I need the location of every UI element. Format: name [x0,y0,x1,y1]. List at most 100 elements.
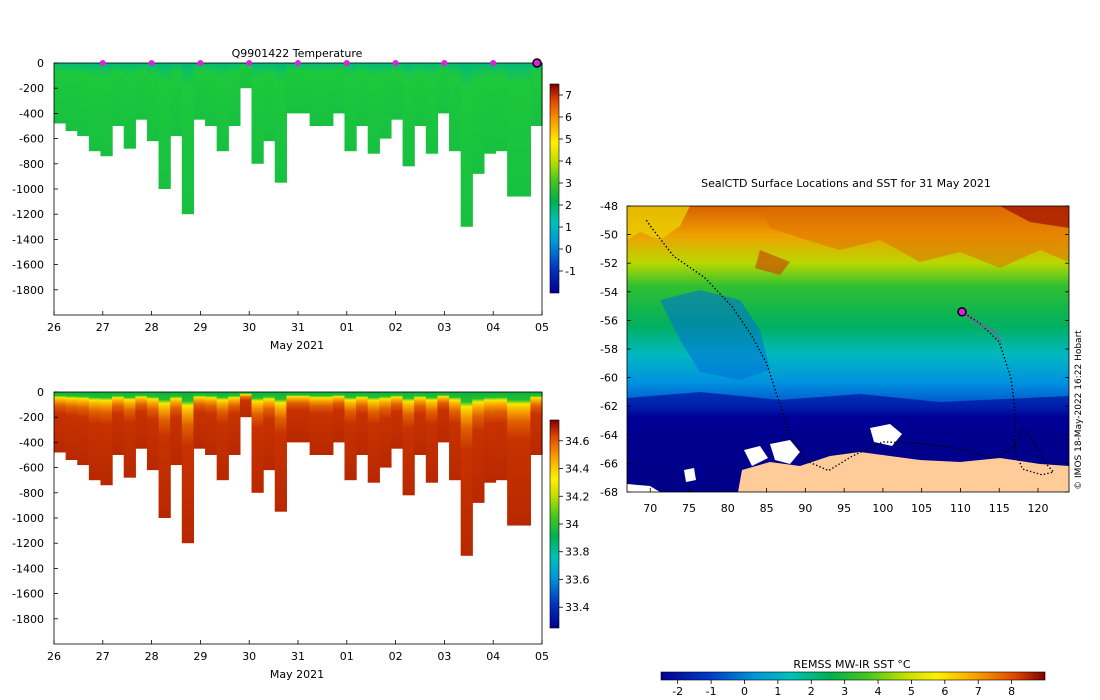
ice-patch-4 [684,468,696,482]
sst-field [627,206,1069,492]
salinity-profile-bar [425,392,439,483]
temperature-profile-bar [390,63,404,120]
salinity-profile-bar [390,392,404,449]
salinity-x-tick-label: 28 [145,650,159,663]
sst-colorbar-tick-label: 5 [908,685,915,698]
sst-patch-warm [755,250,790,275]
seal-track [645,219,1055,476]
temperature-x-axis: 26 27 28 29 30 31 01 02 03 04 05 [47,311,549,334]
temperature-x-label: May 2021 [270,339,324,352]
temperature-profile-bar [205,63,218,126]
temperature-x-tick-label: 30 [242,321,256,334]
temperature-profile-bar [402,63,415,167]
sst-colorbar-tick-label: -2 [672,685,683,698]
temperature-profile-bar [437,63,450,114]
salinity-colorbar-tick-label: 34.6 [565,435,590,448]
salinity-profile-bar [507,392,520,526]
salinity-y-tick-label: 0 [37,386,44,399]
temperature-colorbar [549,83,560,294]
salinity-x-tick-label: 03 [437,650,451,663]
sst-patch-hot [1000,206,1069,228]
map-lon-tick-label: 95 [837,502,851,515]
temperature-y-tick-label: -1000 [12,183,44,196]
salinity-y-tick-label: -1800 [12,613,44,626]
temperature-profile-bar [298,63,311,114]
salinity-profile-bar [216,392,229,481]
temperature-x-tick-label: 27 [96,321,110,334]
temperature-profile-bar [228,63,241,126]
salinity-x-tick-label: 30 [242,650,256,663]
temperature-profile-bar [356,63,369,126]
temperature-colorbar-ticks: 7 6 5 4 3 2 1 0 -1 [559,89,576,278]
sst-colorbar-ticks: -2 -1 0 1 2 3 4 5 6 7 8 [672,680,1015,698]
temperature-x-tick-label: 04 [486,321,500,334]
sst-colorbar-tick-label: -1 [706,685,717,698]
sst-colorbar-tick-label: 0 [741,685,748,698]
temperature-profile-bar [518,63,531,197]
map-lat-tick-label: -62 [600,400,618,413]
surfacing-marker [392,60,399,66]
temperature-colorbar-tick-label: 5 [565,133,572,146]
temperature-colorbar-tick-label: -1 [565,265,576,278]
temperature-colorbar-tick-label: 4 [565,155,572,168]
salinity-profile-bar [228,392,241,455]
salinity-profile-bar [146,392,160,471]
salinity-profile-bar [449,392,462,481]
salinity-y-tick-label: -600 [19,462,44,475]
temperature-profile-bar [181,63,195,215]
salinity-colorbar-tick-label: 34 [565,518,579,531]
salinity-profile-bar [123,392,136,478]
temperature-y-tick-label: -1600 [12,259,44,272]
temperature-x-tick-label: 28 [145,321,159,334]
salinity-x-tick-label: 04 [486,650,500,663]
salinity-y-tick-label: -1400 [12,562,44,575]
map-title: SealCTD Surface Locations and SST for 31… [701,177,991,190]
map-latitude-axis: -48 -50 -52 -54 -56 -58 -60 -62 -64 -66 -68 [600,200,1069,499]
temperature-profile-bar [460,63,473,227]
latest-surfacing-marker [532,58,542,68]
temperature-profile-bar [495,63,508,152]
temperature-y-tick-label: -1800 [12,284,44,297]
salinity-profile-bar [65,392,78,461]
temperature-profile-bar [344,63,357,152]
temperature-profile-bar [54,63,67,124]
temperature-profile-bar [193,63,206,120]
map-lon-tick-label: 70 [643,502,657,515]
salinity-profile-bar [274,392,287,512]
salinity-profile-bar [88,392,102,481]
salinity-section-panel: 0 -200 -400 -600 -800 -1000 -1200 -1400 -1600 -18… [12,386,589,681]
temperature-profile-bar [332,63,346,114]
salinity-x-tick-label: 01 [340,650,354,663]
salinity-profile-bar [332,392,346,443]
temperature-y-tick-label: 0 [37,57,44,70]
salinity-profiles [54,392,543,556]
temperature-profile-bar [65,63,78,132]
map-lat-tick-label: -58 [600,343,618,356]
salinity-profile-bar [495,392,508,481]
map-longitude-axis: 70 75 80 85 90 95 100 105 110 115 120 [643,488,1048,515]
map-lon-tick-label: 85 [760,502,774,515]
temperature-colorbar-tick-label: 7 [565,89,572,102]
salinity-profile-bar [379,392,392,468]
temperature-profile-bar [483,63,497,154]
temperature-colorbar-tick-label: 6 [565,111,572,124]
temperature-profile-bar [274,63,287,183]
temperature-colorbar-tick-label: 1 [565,221,572,234]
salinity-y-tick-label: -200 [19,411,44,424]
salinity-profile-bar [263,392,276,471]
temperature-profile-bar [507,63,520,197]
salinity-y-tick-label: -400 [19,436,44,449]
salinity-profile-bar [472,392,485,503]
map-lon-tick-label: 120 [1027,502,1048,515]
sst-colorbar-tick-label: 7 [975,685,982,698]
sst-colorbar-tick-label: 6 [941,685,948,698]
salinity-profile-bar [170,392,183,466]
map-lat-tick-label: -66 [600,457,618,470]
temperature-profile-bar [321,63,334,126]
salinity-profile-bar [193,392,206,449]
temperature-profile-bar [112,63,125,126]
sst-colorbar [660,671,1046,681]
surfacing-marker [197,60,204,66]
salinity-profile-bar [530,392,543,455]
temperature-panel-title: Q9901422 Temperature [232,47,363,60]
